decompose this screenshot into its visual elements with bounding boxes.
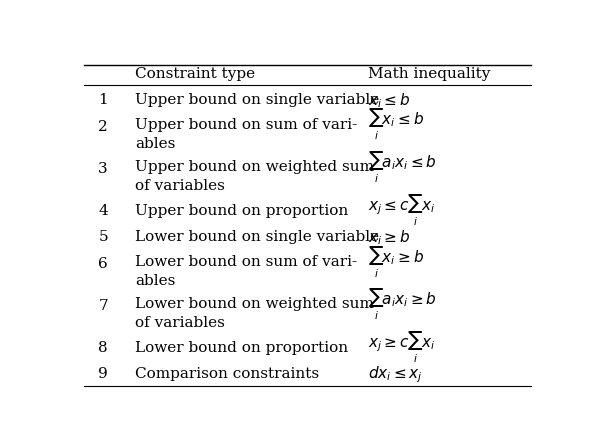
Text: ables: ables [136,274,176,288]
Text: 2: 2 [98,120,108,134]
Text: Math inequality: Math inequality [368,67,490,81]
Text: 9: 9 [98,368,108,381]
Text: 4: 4 [98,204,108,218]
Text: Upper bound on single variable: Upper bound on single variable [136,93,380,107]
Text: of variables: of variables [136,179,226,193]
Text: $\sum_i a_i x_i \leq b$: $\sum_i a_i x_i \leq b$ [368,150,437,184]
Text: Comparison constraints: Comparison constraints [136,368,320,381]
Text: 6: 6 [98,257,108,271]
Text: $x_i \leq b$: $x_i \leq b$ [368,91,410,110]
Text: $x_j \geq c\sum_i x_i$: $x_j \geq c\sum_i x_i$ [368,331,436,365]
Text: $\sum_i x_i \geq b$: $\sum_i x_i \geq b$ [368,245,424,279]
Text: $x_i \geq b$: $x_i \geq b$ [368,228,410,247]
Text: Upper bound on sum of vari-: Upper bound on sum of vari- [136,118,358,132]
Text: Lower bound on sum of vari-: Lower bound on sum of vari- [136,255,358,270]
Text: $\sum_i x_i \leq b$: $\sum_i x_i \leq b$ [368,108,424,142]
Text: Lower bound on weighted sum: Lower bound on weighted sum [136,297,374,312]
Text: Upper bound on proportion: Upper bound on proportion [136,204,349,218]
Text: 1: 1 [98,93,108,107]
Text: Upper bound on weighted sum: Upper bound on weighted sum [136,161,374,174]
Text: 3: 3 [98,162,108,176]
Text: Lower bound on single variable: Lower bound on single variable [136,230,380,244]
Text: $x_j \leq c\sum_i x_i$: $x_j \leq c\sum_i x_i$ [368,194,436,228]
Text: $\sum_i a_i x_i \geq b$: $\sum_i a_i x_i \geq b$ [368,287,437,322]
Text: of variables: of variables [136,316,226,330]
Text: $dx_i \leq x_j$: $dx_i \leq x_j$ [368,364,423,385]
Text: 8: 8 [98,341,108,355]
Text: ables: ables [136,137,176,151]
Text: 7: 7 [98,299,108,313]
Text: Lower bound on proportion: Lower bound on proportion [136,341,349,355]
Text: Constraint type: Constraint type [136,67,256,81]
Text: 5: 5 [98,230,108,244]
